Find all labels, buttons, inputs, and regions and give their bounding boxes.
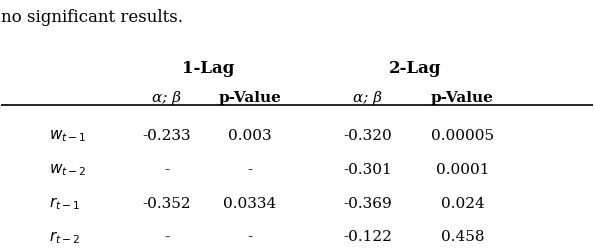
Text: 0.003: 0.003 xyxy=(228,129,271,143)
Text: p-Value: p-Value xyxy=(431,91,494,105)
Text: 0.458: 0.458 xyxy=(441,230,484,244)
Text: -0.301: -0.301 xyxy=(343,163,392,177)
Text: -: - xyxy=(247,230,252,244)
Text: $w_{t-1}$: $w_{t-1}$ xyxy=(49,128,86,144)
Text: -: - xyxy=(165,163,169,177)
Text: -: - xyxy=(165,230,169,244)
Text: -0.352: -0.352 xyxy=(143,197,191,211)
Text: p-Value: p-Value xyxy=(218,91,281,105)
Text: 1-Lag: 1-Lag xyxy=(182,60,235,77)
Text: -: - xyxy=(247,163,252,177)
Text: α; β: α; β xyxy=(353,91,383,105)
Text: -0.369: -0.369 xyxy=(343,197,392,211)
Text: 2-Lag: 2-Lag xyxy=(389,60,441,77)
Text: $w_{t-2}$: $w_{t-2}$ xyxy=(49,162,86,178)
Text: -0.122: -0.122 xyxy=(343,230,393,244)
Text: 0.024: 0.024 xyxy=(441,197,485,211)
Text: 0.0334: 0.0334 xyxy=(223,197,276,211)
Text: α; β: α; β xyxy=(153,91,182,105)
Text: $r_{t-2}$: $r_{t-2}$ xyxy=(49,229,80,246)
Text: no significant results.: no significant results. xyxy=(1,9,184,26)
Text: $r_{t-1}$: $r_{t-1}$ xyxy=(49,195,80,212)
Text: 0.00005: 0.00005 xyxy=(431,129,494,143)
Text: -0.233: -0.233 xyxy=(143,129,191,143)
Text: -0.320: -0.320 xyxy=(343,129,392,143)
Text: 0.0001: 0.0001 xyxy=(436,163,489,177)
